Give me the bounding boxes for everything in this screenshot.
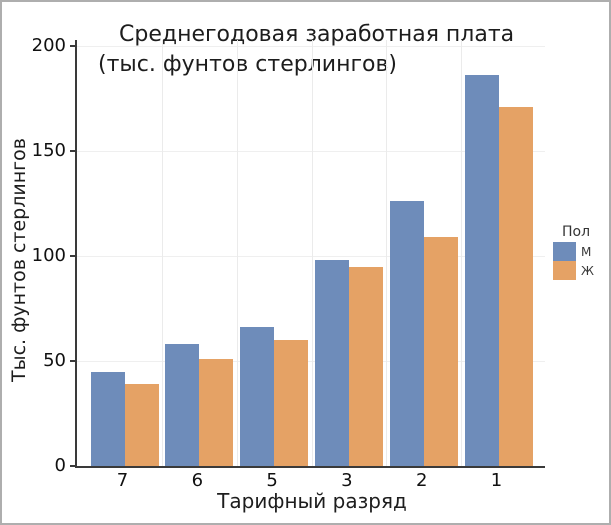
x-tick-label-3: 3: [341, 470, 353, 491]
bar-female-6: [199, 358, 234, 466]
legend: Пол М Ж: [553, 224, 609, 280]
bar-male-2: [389, 201, 424, 466]
y-tick-label-200: 200: [31, 35, 66, 56]
y-tick-label-100: 100: [31, 245, 66, 266]
bar-female-1: [498, 106, 533, 466]
gridline-vertical: [461, 40, 463, 466]
x-tick-label-5: 5: [266, 470, 278, 491]
y-tick-label-150: 150: [31, 140, 66, 161]
legend-row-male: М: [553, 242, 609, 261]
legend-swatch-female-icon: [553, 261, 576, 280]
y-tick-mark: [70, 255, 76, 257]
legend-label-female: Ж: [581, 263, 594, 278]
gridline-vertical: [236, 40, 238, 466]
y-tick-mark: [70, 465, 76, 467]
legend-title: Пол: [562, 224, 591, 240]
bar-female-3: [348, 266, 383, 466]
bar-female-7: [124, 384, 159, 466]
plot-area: [75, 40, 545, 468]
gridline-vertical: [386, 40, 388, 466]
chart-title-line1: Среднегодовая заработная плата: [119, 22, 515, 47]
legend-label-male: М: [581, 244, 592, 259]
y-tick-label-0: 0: [54, 455, 66, 476]
gridline-horizontal: [77, 46, 545, 47]
bar-male-1: [464, 75, 499, 466]
bar-male-5: [240, 327, 275, 466]
legend-row-female: Ж: [553, 261, 609, 280]
chart-title-line2: (тыс. фунтов стерлингов): [98, 52, 398, 77]
gridline-vertical: [311, 40, 313, 466]
x-axis-title: Тарифный разряд: [217, 489, 407, 513]
bar-male-6: [165, 344, 200, 466]
legend-swatch-male-icon: [553, 242, 576, 261]
x-tick-label-2: 2: [415, 470, 428, 491]
x-tick-label-1: 1: [490, 470, 503, 491]
y-tick-mark: [70, 150, 76, 152]
bar-female-5: [274, 340, 309, 466]
x-tick-label-6: 6: [191, 470, 204, 491]
y-tick-mark: [70, 360, 76, 362]
bar-male-7: [90, 371, 125, 466]
gridline-horizontal: [77, 361, 545, 362]
gridline-horizontal: [77, 256, 545, 257]
gridline-vertical: [161, 40, 163, 466]
bar-male-3: [314, 260, 349, 466]
x-tick-label-7: 7: [116, 470, 129, 491]
bar-female-2: [423, 237, 458, 466]
gridline-horizontal: [77, 151, 545, 152]
y-tick-mark: [70, 45, 76, 47]
y-tick-label-50: 50: [43, 350, 66, 371]
